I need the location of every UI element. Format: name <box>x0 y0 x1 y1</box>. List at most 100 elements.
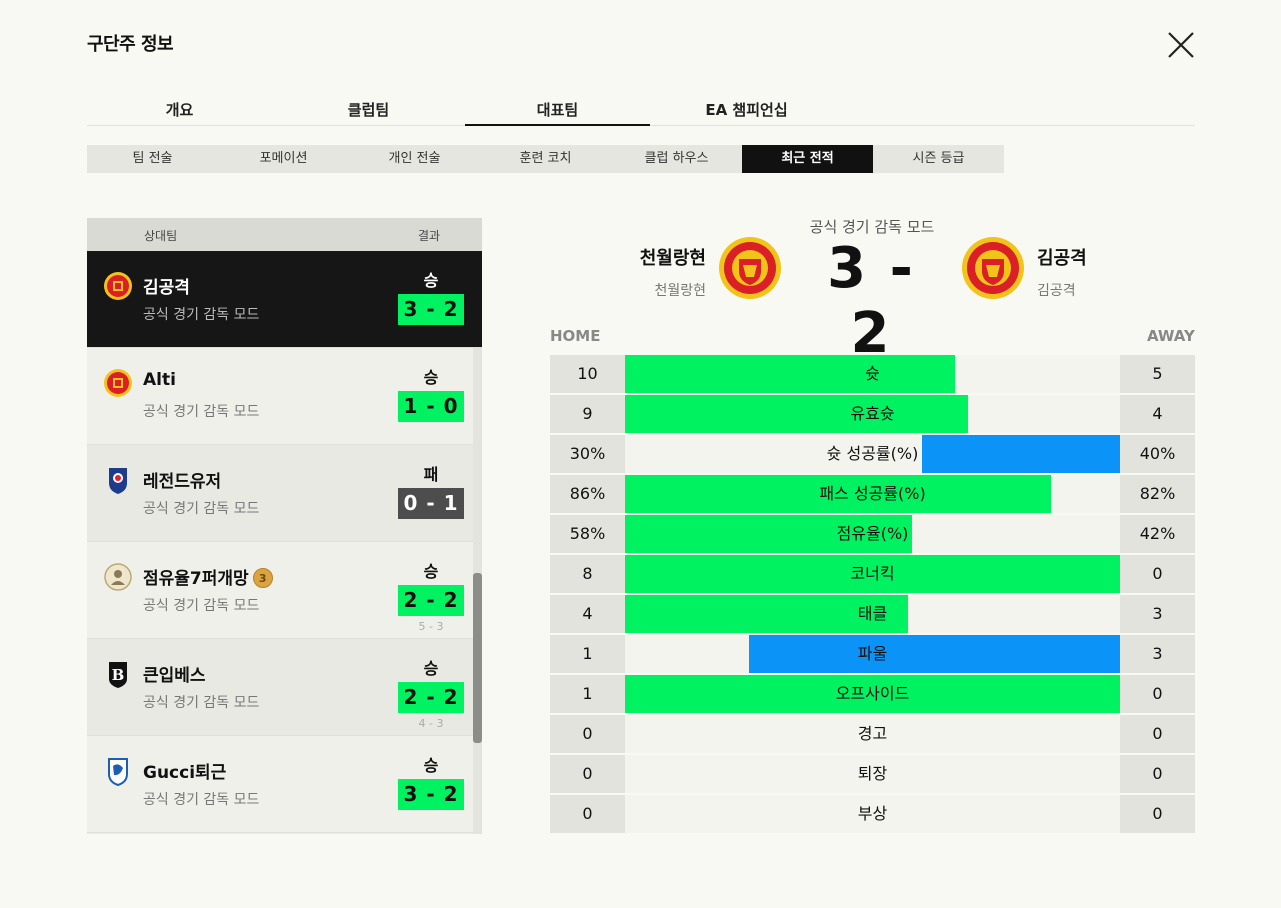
stat-row: 58% 점유율(%) 42% <box>550 515 1195 553</box>
match-row[interactable]: 점유율7퍼개망 3 공식 경기 감독 모드 승 2 - 2 5 - 3 <box>87 542 482 639</box>
home-label: HOME <box>550 327 601 345</box>
corners-label: 코너킥 <box>850 564 895 583</box>
match-mode: 공식 경기 감독 모드 <box>143 792 260 808</box>
opponent-name: Alti <box>143 370 176 390</box>
medal-icon: 3 <box>252 568 273 588</box>
shot-accuracy-away-value: 40% <box>1120 435 1195 473</box>
match-mode: 공식 경기 감독 모드 <box>143 695 260 711</box>
penalty-score: 5 - 3 <box>418 620 444 633</box>
away-team-name: 김공격 <box>1037 248 1087 269</box>
tab-national-team[interactable]: 대표팀 <box>465 92 650 126</box>
stat-row: 1 파울 3 <box>550 635 1195 673</box>
match-row[interactable]: Alti 공식 경기 감독 모드 승 1 - 0 <box>87 348 482 445</box>
match-score: 2 - 2 <box>398 585 464 616</box>
tackles-away-value: 3 <box>1120 595 1195 633</box>
stat-row: 0 부상 0 <box>550 795 1195 833</box>
stat-row: 4 태클 3 <box>550 595 1195 633</box>
offsides-away-value: 0 <box>1120 675 1195 713</box>
page-title: 구단주 정보 <box>87 34 174 55</box>
injuries-away-value: 0 <box>1120 795 1195 833</box>
subtab-season-grade[interactable]: 시즌 등급 <box>912 151 965 166</box>
shots-on-target-away-value: 4 <box>1120 395 1195 433</box>
man-utd-crest-icon <box>104 272 132 300</box>
subtab-training-coach[interactable]: 훈련 코치 <box>519 151 572 166</box>
subtab-recent-matches[interactable]: 최근 전적 <box>742 145 873 173</box>
offsides-bar-area <box>625 675 1120 713</box>
away-label: AWAY <box>1147 327 1195 345</box>
shots-bar <box>625 355 956 393</box>
match-row[interactable]: B 큰입베스 공식 경기 감독 모드 승 2 - 2 4 - 3 <box>87 639 482 736</box>
match-mode: 공식 경기 감독 모드 <box>143 307 260 323</box>
match-outcome: 승 <box>423 368 439 387</box>
man-utd-crest-icon <box>719 237 781 299</box>
fouls-bar-area <box>625 635 1120 673</box>
penalty-score: 4 - 3 <box>418 717 444 730</box>
shot-accuracy-bar <box>922 435 1120 473</box>
tab-ea-championship[interactable]: EA 챔피언십 <box>705 101 788 119</box>
shots-label: 슛 <box>865 364 880 383</box>
match-score: 2 - 2 <box>398 682 464 713</box>
header-opponent: 상대팀 <box>144 229 178 243</box>
pass-accuracy-home-value: 86% <box>550 475 625 513</box>
offsides-home-value: 1 <box>550 675 625 713</box>
possession-bar-area <box>625 515 1120 553</box>
close-icon[interactable] <box>1164 28 1198 62</box>
icon-badge-crest-icon <box>104 563 132 591</box>
yellow-cards-home-value: 0 <box>550 715 625 753</box>
match-score: 0 - 1 <box>398 488 464 519</box>
pass-accuracy-away-value: 82% <box>1120 475 1195 513</box>
subtab-formation[interactable]: 포메이션 <box>259 151 308 166</box>
possession-bar <box>625 515 913 553</box>
subtab-team-tactics[interactable]: 팀 전술 <box>132 151 173 166</box>
genk-crest-icon <box>108 758 128 786</box>
corners-bar <box>625 555 1120 593</box>
shot-accuracy-bar-area <box>625 435 1120 473</box>
injuries-label: 부상 <box>857 804 888 823</box>
yellow-cards-away-value: 0 <box>1120 715 1195 753</box>
away-team-sub: 김공격 <box>1037 283 1076 299</box>
detail-mode-title: 공식 경기 감독 모드 <box>809 218 935 236</box>
opponent-name: 레전드유저 <box>143 472 222 492</box>
subtab-club-house[interactable]: 클럽 하우스 <box>644 151 709 166</box>
pass-accuracy-bar-area <box>625 475 1120 513</box>
tab-club-team[interactable]: 클럽팀 <box>347 101 390 119</box>
final-score: 3 - 2 <box>827 236 915 366</box>
subtab-individual-tactics[interactable]: 개인 전술 <box>388 151 441 166</box>
red-cards-label: 퇴장 <box>857 764 888 783</box>
match-outcome: 승 <box>423 562 439 581</box>
red-cards-away-value: 0 <box>1120 755 1195 793</box>
home-team-sub: 천월랑현 <box>654 283 706 299</box>
match-row[interactable]: Gucci퇴근 공식 경기 감독 모드 승 3 - 2 <box>87 736 482 833</box>
offsides-bar <box>625 675 1120 713</box>
offsides-label: 오프사이드 <box>835 684 910 703</box>
away-team: 김공격 김공격 <box>1037 244 1183 300</box>
match-row[interactable]: 김공격 공식 경기 감독 모드 승 3 - 2 <box>87 251 482 348</box>
yellow-cards-label: 경고 <box>857 724 888 743</box>
tab-overview[interactable]: 개요 <box>165 101 194 119</box>
shots-bar-area <box>625 355 1120 393</box>
yellow-cards-bar-area <box>625 715 1120 753</box>
stat-row: 9 유효슛 4 <box>550 395 1195 433</box>
fouls-bar <box>748 635 1120 673</box>
match-rows: 김공격 공식 경기 감독 모드 승 3 - 2 Alti 공식 경기 감독 모드… <box>87 251 482 833</box>
match-score: 1 - 0 <box>398 391 464 422</box>
fouls-away-value: 3 <box>1120 635 1195 673</box>
corners-away-value: 0 <box>1120 555 1195 593</box>
shots-away-value: 5 <box>1120 355 1195 393</box>
stat-row: 0 경고 0 <box>550 715 1195 753</box>
match-list: 상대팀 결과 김공격 공식 경기 감독 모드 승 3 - 2 Alti 공식 경… <box>87 218 482 834</box>
shots-on-target-bar <box>625 395 968 433</box>
list-scrollbar-thumb[interactable] <box>473 573 482 743</box>
shots-on-target-label: 유효슛 <box>850 404 895 423</box>
match-row[interactable]: 레전드유저 공식 경기 감독 모드 패 0 - 1 <box>87 445 482 542</box>
opponent-name: Gucci퇴근 <box>143 763 227 783</box>
opponent-name-text: 점유율7퍼개망 <box>143 569 249 589</box>
red-cards-home-value: 0 <box>550 755 625 793</box>
shot-accuracy-label: 슛 성공률(%) <box>826 444 919 463</box>
tackles-bar-area <box>625 595 1120 633</box>
korea-national-team-crest-icon <box>109 468 127 494</box>
possession-label: 점유율(%) <box>836 524 909 543</box>
tackles-bar <box>625 595 908 633</box>
header-result: 결과 <box>418 229 441 243</box>
match-outcome: 승 <box>423 756 439 775</box>
